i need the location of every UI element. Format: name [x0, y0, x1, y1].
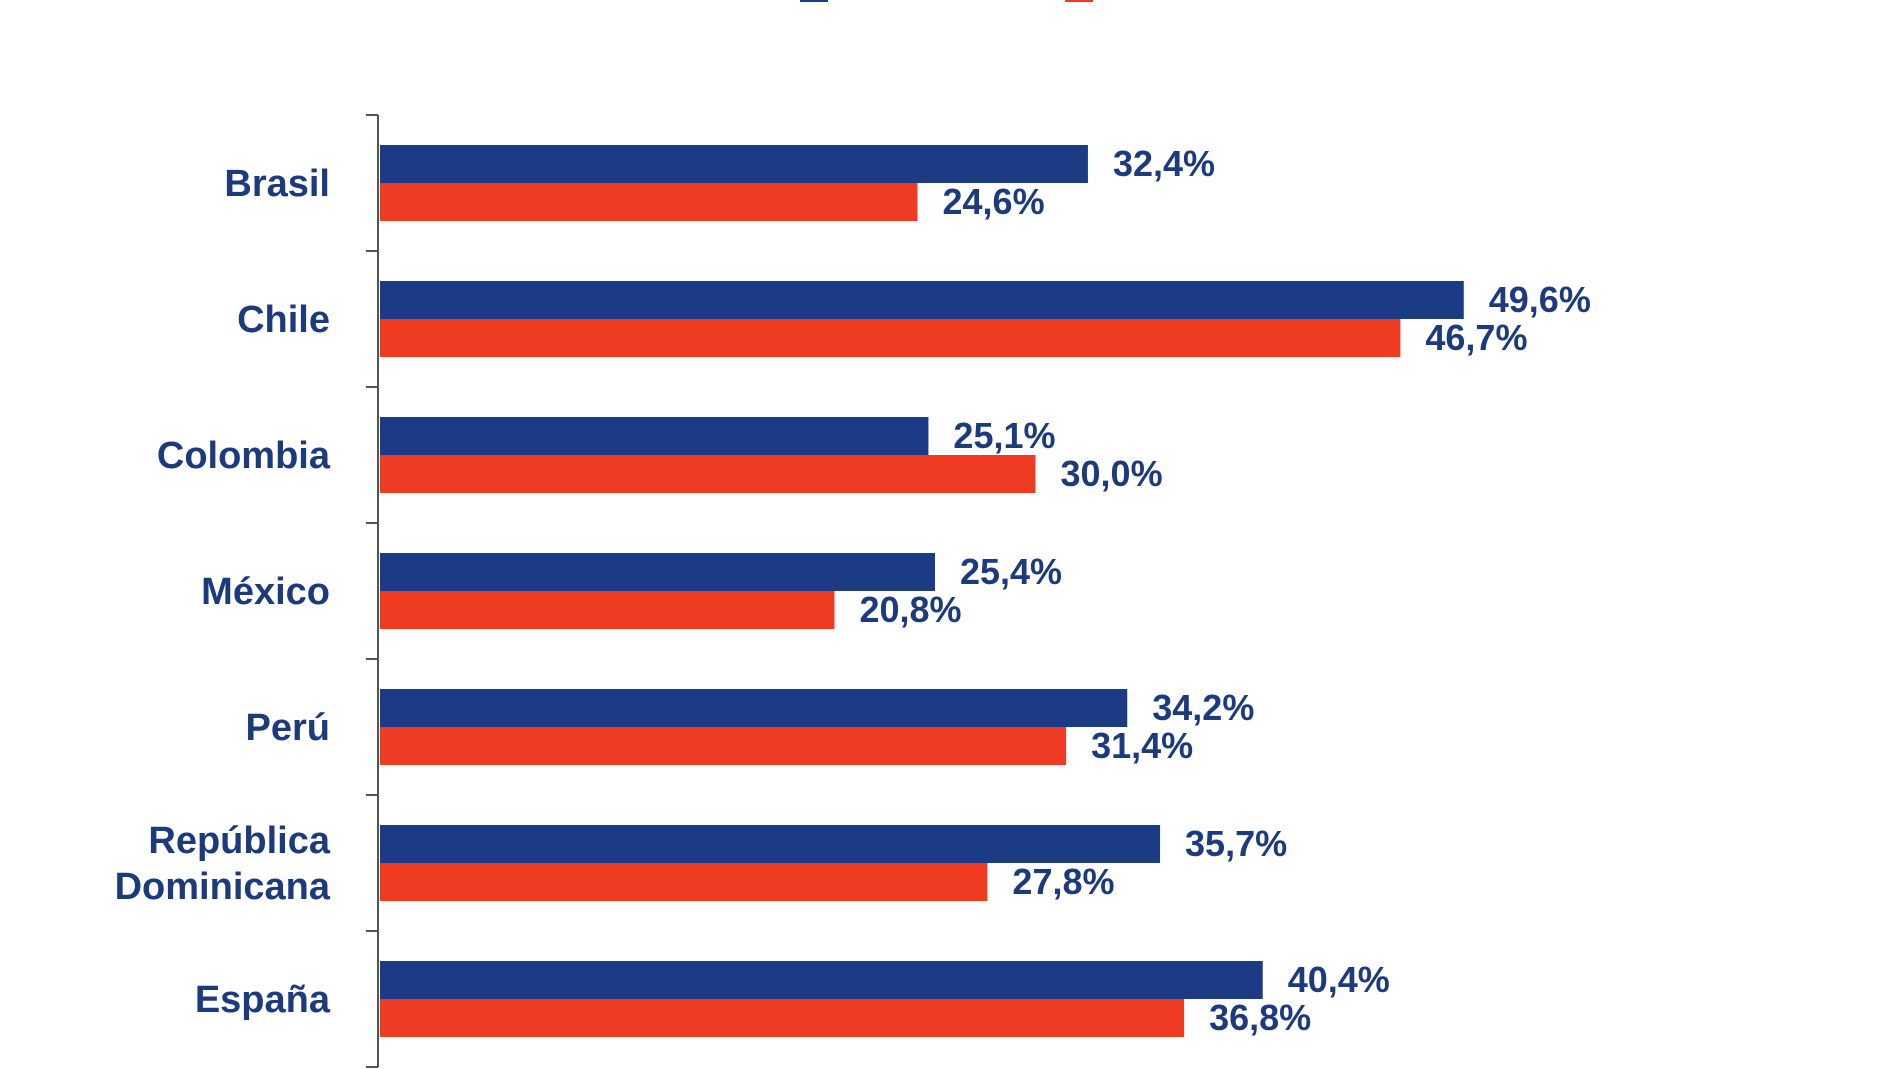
data-label: 40,4% [1288, 959, 1390, 1000]
data-label: 32,4% [1113, 143, 1215, 184]
bars [380, 145, 1464, 1037]
category-label: Brasil [224, 163, 330, 205]
category-label: Chile [237, 299, 330, 341]
data-label: 35,7% [1185, 823, 1287, 864]
bar-series-a [380, 961, 1263, 999]
data-label: 27,8% [1012, 861, 1114, 902]
bar-series-b [380, 591, 835, 629]
bar-series-a [380, 689, 1128, 727]
data-label: 25,1% [953, 415, 1055, 456]
category-axis [366, 114, 379, 1068]
data-label: 30,0% [1061, 453, 1163, 494]
bar-series-b [380, 319, 1401, 357]
bar-series-b [380, 999, 1185, 1037]
data-label: 46,7% [1425, 317, 1527, 358]
labels: Brasil 32,4% 24,6% Chile 49,6%46,7% Colombia 2… [115, 143, 1591, 1038]
legend [800, 0, 1093, 2]
category-label: República Dominicana [115, 820, 331, 908]
bar-series-a [380, 825, 1161, 863]
category-label: Colombia [157, 435, 331, 477]
legend-swatch-1 [1065, 0, 1093, 2]
bar-series-a [380, 281, 1464, 319]
data-label: 49,6% [1489, 279, 1591, 320]
data-label: 36,8% [1209, 997, 1311, 1038]
legend-swatch-0 [800, 0, 828, 2]
data-label: 20,8% [859, 589, 961, 630]
bar-series-a [380, 553, 935, 591]
bar-series-b [380, 727, 1067, 765]
category-label: España [195, 979, 331, 1021]
data-label: 34,2% [1152, 687, 1254, 728]
bar-series-b [380, 455, 1036, 493]
bar-series-a [380, 417, 929, 455]
data-label: 24,6% [943, 181, 1045, 222]
data-label: 25,4% [960, 551, 1062, 592]
bar-series-a [380, 145, 1088, 183]
bar-series-b [380, 863, 988, 901]
category-label: Perú [246, 707, 330, 749]
category-label: México [201, 571, 330, 613]
bar-series-b [380, 183, 918, 221]
data-label: 31,4% [1091, 725, 1193, 766]
